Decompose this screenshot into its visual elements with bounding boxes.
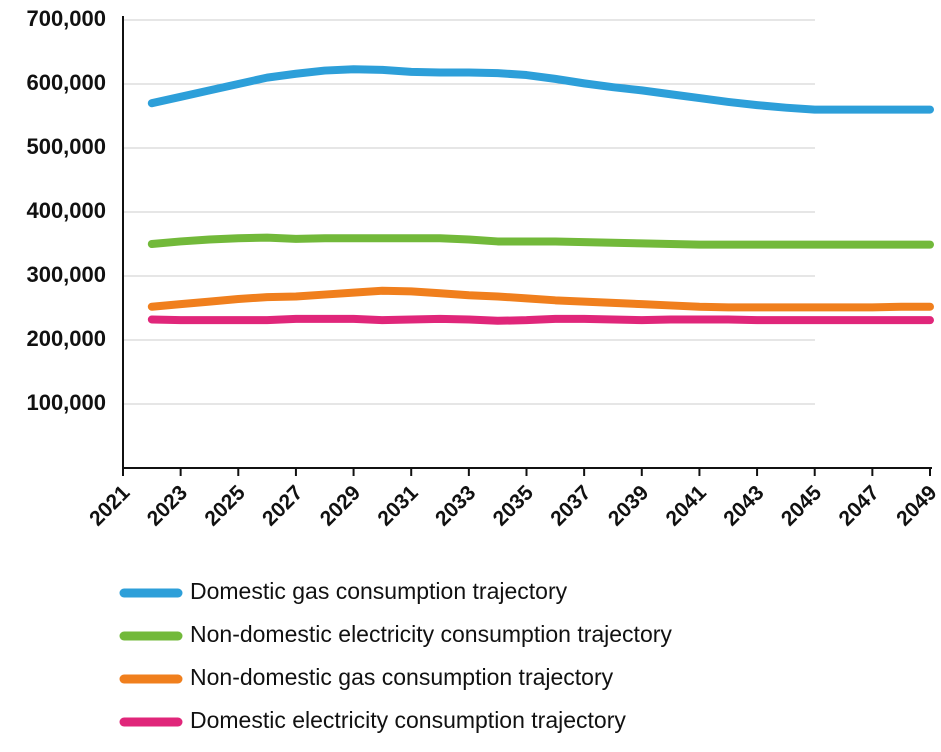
y-tick-label: 500,000 — [26, 134, 106, 159]
y-tick-label: 200,000 — [26, 326, 106, 351]
x-tick-label: 2033 — [431, 481, 480, 530]
x-tick-label: 2029 — [316, 481, 365, 530]
legend-label: Non-domestic electricity consumption tra… — [190, 621, 672, 647]
x-tick-label: 2031 — [373, 481, 423, 531]
x-tick-label: 2035 — [489, 481, 539, 531]
x-tick-label: 2037 — [546, 481, 595, 530]
series-line — [147, 286, 934, 312]
x-tick-label: 2043 — [719, 481, 768, 530]
y-tick-label: 400,000 — [26, 198, 106, 223]
series-line — [147, 65, 934, 114]
legend-label: Domestic electricity consumption traject… — [190, 707, 626, 733]
y-tick-label: 300,000 — [26, 262, 106, 287]
legend-label: Non-domestic gas consumption trajectory — [190, 664, 614, 690]
x-tick-label: 2023 — [143, 481, 192, 530]
series-line — [147, 314, 934, 325]
legend-label: Domestic gas consumption trajectory — [190, 578, 568, 604]
y-tick-label: 700,000 — [26, 6, 106, 31]
x-tick-label: 2049 — [892, 481, 941, 530]
x-tick-label: 2045 — [777, 481, 827, 531]
x-tick-label: 2027 — [258, 481, 307, 530]
x-tick-label: 2039 — [604, 481, 653, 530]
x-tick-label: 2021 — [85, 481, 135, 531]
y-tick-label: 600,000 — [26, 70, 106, 95]
x-tick-label: 2041 — [662, 481, 712, 531]
y-tick-label: 100,000 — [26, 390, 106, 415]
series-line — [147, 233, 934, 249]
x-tick-label: 2025 — [200, 481, 250, 531]
x-tick-label: 2047 — [835, 481, 884, 530]
